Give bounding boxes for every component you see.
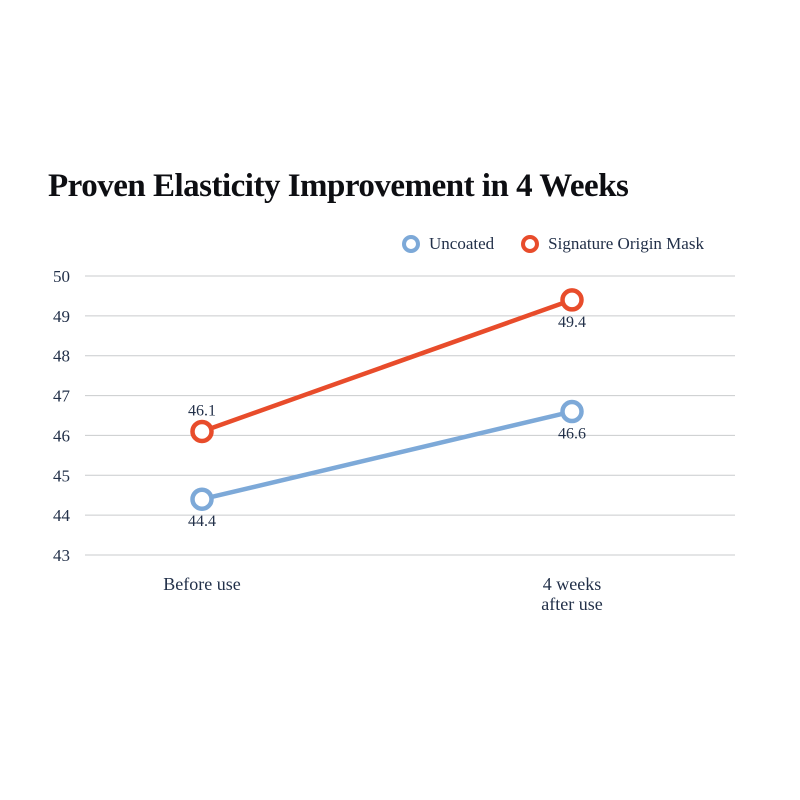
x-axis-label-1: 4 weeks bbox=[543, 574, 601, 594]
data-point-label-signature-origin-mask-1: 49.4 bbox=[558, 314, 586, 331]
data-point-marker-signature-origin-mask-0 bbox=[190, 419, 214, 444]
chart-title: Proven Elasticity Improvement in 4 Weeks bbox=[48, 168, 629, 204]
x-axis-label-0: Before use bbox=[163, 574, 240, 594]
series-line-uncoated bbox=[199, 409, 575, 502]
data-point-label-uncoated-1: 46.6 bbox=[558, 426, 586, 443]
y-tick-label-46: 46 bbox=[53, 426, 70, 445]
y-tick-label-50: 50 bbox=[53, 267, 70, 286]
series-line-signature-origin-mask bbox=[199, 297, 575, 434]
legend-item-uncoated: Uncoated bbox=[402, 234, 494, 254]
y-tick-label-44: 44 bbox=[53, 506, 71, 525]
y-tick-label-47: 47 bbox=[53, 387, 71, 406]
legend-item-signature-origin-mask: Signature Origin Mask bbox=[521, 234, 704, 254]
signature-origin-mask-marker-icon bbox=[521, 235, 540, 253]
data-point-label-uncoated-0: 44.4 bbox=[188, 513, 216, 530]
x-axis-label-1: after use bbox=[541, 594, 602, 614]
data-point-label-signature-origin-mask-0: 46.1 bbox=[188, 402, 216, 419]
data-point-marker-signature-origin-mask-1 bbox=[560, 288, 584, 312]
y-tick-label-43: 43 bbox=[53, 546, 70, 565]
data-point-marker-uncoated-1 bbox=[560, 399, 584, 424]
y-tick-label-45: 45 bbox=[53, 466, 70, 485]
legend-label-signature-origin-mask: Signature Origin Mask bbox=[548, 234, 704, 253]
uncoated-marker-icon bbox=[402, 235, 420, 253]
y-tick-label-49: 49 bbox=[53, 307, 70, 326]
data-point-marker-uncoated-0 bbox=[190, 487, 214, 511]
y-tick-label-48: 48 bbox=[53, 347, 70, 366]
chart-legend: Uncoated Signature Origin Mask bbox=[402, 233, 704, 255]
legend-label-uncoated: Uncoated bbox=[429, 234, 495, 253]
